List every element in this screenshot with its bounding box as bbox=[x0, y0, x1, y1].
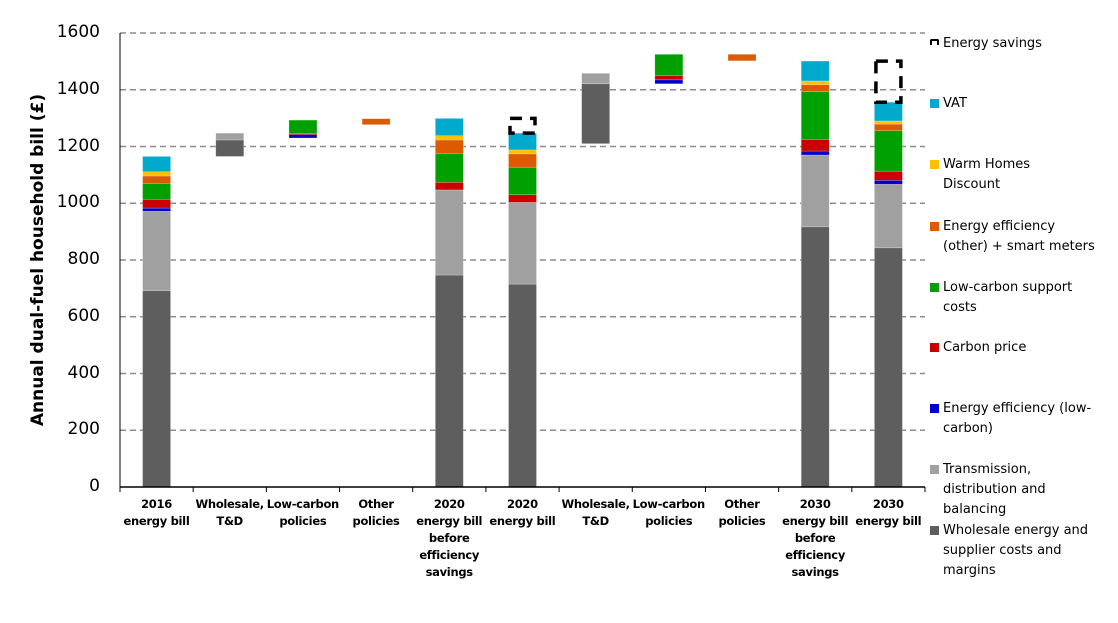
legend-item-lowcarbon: Low-carbon support costs bbox=[930, 278, 1113, 318]
bar-segment-td bbox=[581, 72, 610, 85]
bar-segment-vat bbox=[874, 101, 903, 122]
bar-segment-carbon bbox=[654, 75, 684, 81]
bar-segment-wholesale bbox=[874, 247, 903, 488]
bar-segment-carbon bbox=[800, 139, 830, 152]
x-category-label: Other policies bbox=[718, 497, 766, 528]
bar-segment-wholesale bbox=[435, 274, 464, 488]
bar-segment-lowcarbon bbox=[508, 166, 537, 196]
bar-segment-lowcarbon bbox=[142, 183, 171, 200]
bar-segment-ee_other bbox=[142, 175, 171, 184]
bar-segment-vat bbox=[142, 156, 171, 173]
bar-segment-td bbox=[142, 210, 171, 291]
bar-segment-ee_low bbox=[800, 150, 830, 156]
x-category-label: Wholesale, T&D bbox=[561, 497, 630, 528]
bar-segment-lowcarbon bbox=[874, 130, 903, 172]
y-tick-label: 600 bbox=[67, 305, 100, 326]
y-tick-label: 1600 bbox=[56, 22, 100, 42]
y-tick-label: 200 bbox=[67, 419, 100, 440]
legend-label: Carbon price bbox=[943, 340, 1027, 355]
bar-segment-wholesale bbox=[215, 139, 245, 157]
bar-segment-ee_low bbox=[288, 134, 318, 139]
x-category-label: Low-carbon policies bbox=[632, 497, 706, 528]
legend-item-td: Transmission, distribution and balancing bbox=[930, 460, 1113, 520]
y-tick-label: 0 bbox=[89, 476, 100, 496]
legend-item-carbon: Carbon price bbox=[930, 338, 1113, 358]
legend-item-savings: Energy savings bbox=[930, 34, 1113, 54]
bar-segment-carbon bbox=[435, 181, 464, 191]
bar-segment-ee_other bbox=[435, 139, 464, 154]
legend-label: VAT bbox=[943, 96, 967, 111]
bar-segment-ee_low bbox=[654, 79, 684, 85]
bar-segment-vat bbox=[800, 60, 830, 82]
bar-segment-td bbox=[508, 202, 537, 285]
bar-segment-carbon bbox=[874, 170, 903, 181]
legend-item-ee_other: Energy efficiency (other) + smart meters bbox=[930, 217, 1113, 257]
legend-label: Transmission, distribution and balancing bbox=[943, 462, 1046, 517]
y-tick-label: 1400 bbox=[56, 78, 100, 99]
bar-segment-carbon bbox=[508, 194, 537, 203]
legend-item-ee_low: Energy efficiency (low- carbon) bbox=[930, 399, 1113, 439]
bar-segment-wholesale bbox=[581, 83, 610, 144]
y-tick-label: 400 bbox=[67, 362, 100, 383]
x-category-label: 2016 energy bill bbox=[123, 497, 190, 528]
bar-segment-lowcarbon bbox=[800, 91, 830, 140]
legend-swatch bbox=[930, 99, 939, 108]
legend-label: Energy efficiency (other) + smart meters bbox=[943, 219, 1095, 254]
bar-segment-carbon bbox=[142, 198, 171, 209]
legend-swatch bbox=[930, 283, 939, 292]
x-category-label: Other policies bbox=[352, 497, 400, 528]
legend-swatch bbox=[930, 526, 939, 535]
bar-segment-vat bbox=[508, 132, 537, 151]
bar-segment-td bbox=[800, 154, 830, 228]
bar-segment-savings bbox=[508, 116, 537, 135]
legend-label: Warm Homes Discount bbox=[943, 157, 1031, 192]
legend-label: Low-carbon support costs bbox=[943, 280, 1073, 315]
bar-segment-whd bbox=[800, 80, 830, 85]
bar-segment-lowcarbon bbox=[288, 119, 318, 135]
bar-segment-ee_low bbox=[142, 207, 171, 212]
bar-segment-ee_low bbox=[874, 179, 903, 185]
x-category-label: 2030 energy bill bbox=[855, 497, 922, 528]
legend-item-whd: Warm Homes Discount bbox=[930, 155, 1113, 195]
bar-segment-ee_other bbox=[727, 53, 757, 62]
bar-segment-td bbox=[435, 189, 464, 276]
bar-segment-whd bbox=[435, 135, 464, 141]
y-tick-label: 800 bbox=[67, 249, 100, 269]
x-category-label: Low-carbon policies bbox=[266, 497, 340, 528]
legend-swatch bbox=[930, 465, 939, 474]
legend-item-wholesale: Wholesale energy and supplier costs and … bbox=[930, 521, 1113, 581]
y-tick-label: 1200 bbox=[56, 135, 100, 156]
x-category-label: 2030 energy bill before efficiency savin… bbox=[782, 497, 849, 579]
bar-segment-ee_other bbox=[508, 153, 537, 168]
bar-segment-lowcarbon bbox=[435, 153, 464, 183]
legend-swatch bbox=[930, 222, 939, 231]
legend-swatch bbox=[930, 39, 939, 45]
bar-segment-ee_other bbox=[874, 123, 903, 131]
bar-segment-ee_other bbox=[800, 84, 830, 93]
bar-segment-ee_other bbox=[361, 118, 391, 125]
bar-segment-whd bbox=[508, 149, 537, 155]
y-tick-label: 1000 bbox=[56, 192, 100, 213]
legend-label: Energy savings bbox=[943, 36, 1042, 51]
bar-segment-wholesale bbox=[508, 283, 537, 488]
legend-label: Energy efficiency (low- carbon) bbox=[943, 401, 1092, 436]
bar-segment-td bbox=[215, 132, 245, 141]
legend-swatch bbox=[930, 160, 939, 169]
bar-segment-savings bbox=[874, 59, 903, 104]
legend-swatch bbox=[930, 404, 939, 413]
legend-swatch bbox=[930, 343, 939, 352]
bar-segment-td bbox=[874, 183, 903, 249]
legend-item-vat: VAT bbox=[930, 94, 1113, 114]
bar-segment-lowcarbon bbox=[654, 53, 684, 76]
bar-segment-whd bbox=[142, 171, 171, 177]
bar-segment-wholesale bbox=[800, 226, 830, 488]
x-category-label: 2020 energy bill before efficiency savin… bbox=[416, 497, 483, 579]
x-category-label: Wholesale, T&D bbox=[195, 497, 265, 528]
bar-segment-wholesale bbox=[142, 290, 171, 488]
x-category-label: 2020 energy bill bbox=[489, 497, 556, 528]
bar-segment-vat bbox=[435, 118, 464, 137]
legend-label: Wholesale energy and supplier costs and … bbox=[943, 523, 1089, 578]
bar-segment-whd bbox=[874, 120, 903, 125]
